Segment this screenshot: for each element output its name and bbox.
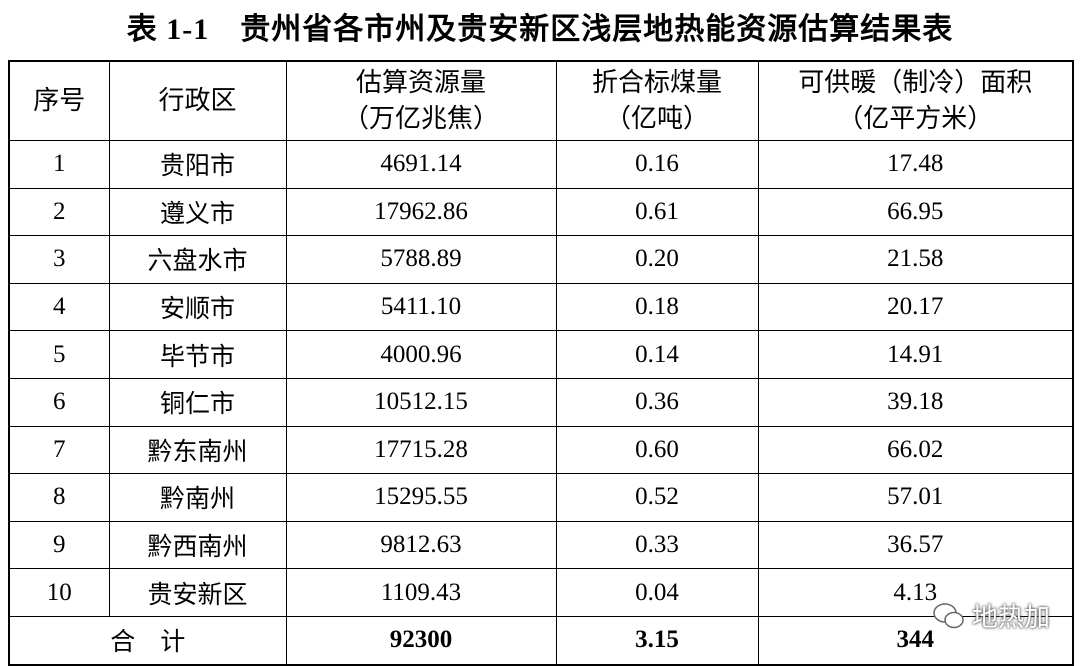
table-row: 9 黔西南州 9812.63 0.33 36.57 [8, 520, 1074, 570]
table-cell: 66.95 [757, 187, 1074, 237]
table-cell: 铜仁市 [108, 377, 287, 427]
table-row: 1 贵阳市 4691.14 0.16 17.48 [8, 140, 1074, 189]
header-line: （万亿兆焦） [342, 104, 499, 133]
total-cell: 合 计 [8, 615, 287, 666]
table-cell: 14.91 [757, 330, 1074, 379]
header-row: 序号 行政区 估算资源量 （万亿兆焦） 折合标煤量 （亿吨） 可供暖（制冷）面积 （亿平方米） [8, 60, 1074, 141]
total-cell: 3.15 [555, 615, 759, 666]
table-cell: 17962.86 [285, 187, 557, 237]
header-line: 折合标煤量 [591, 68, 722, 97]
header-line: （亿吨） [604, 104, 709, 133]
table-cell: 0.36 [555, 377, 759, 427]
wechat-icon [933, 602, 964, 628]
table-cell: 0.33 [555, 520, 759, 570]
table-cell: 5411.10 [285, 282, 557, 332]
table-cell: 20.17 [757, 282, 1074, 332]
table-body: 1 贵阳市 4691.14 0.16 17.48 2 遵义市 17962.86 0.61 66.9… [8, 140, 1074, 666]
table-cell: 黔东南州 [108, 425, 287, 475]
table-cell: 39.18 [757, 377, 1074, 427]
header-cell: 可供暖（制冷）面积 （亿平方米） [757, 60, 1074, 141]
table-cell: 0.61 [555, 187, 759, 237]
table-cell: 遵义市 [108, 187, 287, 237]
table-cell: 贵阳市 [108, 140, 287, 189]
table-cell: 66.02 [757, 425, 1074, 475]
table-cell: 15295.55 [285, 473, 557, 522]
watermark-text: 地热加 [971, 603, 1050, 633]
header-line: 估算资源量 [355, 68, 486, 97]
table-cell: 9 [8, 520, 110, 570]
table-cell: 5788.89 [285, 235, 557, 284]
table-cell: 1109.43 [285, 568, 557, 617]
table-cell: 0.20 [555, 235, 759, 284]
total-row: 合 计 92300 3.15 344 [8, 615, 1074, 666]
table-cell: 六盘水市 [108, 235, 287, 284]
header-line: （亿平方米） [837, 104, 994, 133]
table-row: 7 黔东南州 17715.28 0.60 66.02 [8, 425, 1074, 475]
table-cell: 2 [8, 187, 110, 237]
table-cell: 21.58 [757, 235, 1074, 284]
table-row: 5 毕节市 4000.96 0.14 14.91 [8, 330, 1074, 379]
header-cell: 行政区 [108, 60, 287, 141]
table-cell: 36.57 [757, 520, 1074, 570]
table-cell: 0.60 [555, 425, 759, 475]
header-line: 序号 [33, 86, 86, 115]
table-cell: 1 [8, 140, 110, 189]
table-cell: 9812.63 [285, 520, 557, 570]
table-cell: 8 [8, 473, 110, 522]
table-cell: 毕节市 [108, 330, 287, 379]
data-table: 序号 行政区 估算资源量 （万亿兆焦） 折合标煤量 （亿吨） 可供暖（制冷）面积 （亿平方米）… [8, 60, 1074, 666]
table-cell: 10512.15 [285, 377, 557, 427]
table-cell: 17.48 [757, 140, 1074, 189]
table-cell: 6 [8, 377, 110, 427]
header-cell: 估算资源量 （万亿兆焦） [285, 60, 557, 141]
table-cell: 4.13 [757, 568, 1074, 617]
table-cell: 黔西南州 [108, 520, 287, 570]
table-cell: 0.16 [555, 140, 759, 189]
table-cell: 3 [8, 235, 110, 284]
header-cell: 序号 [8, 60, 110, 141]
table-cell: 黔南州 [108, 473, 287, 522]
table-cell: 4 [8, 282, 110, 332]
header-cell: 折合标煤量 （亿吨） [555, 60, 759, 141]
watermark: 地热加 [932, 597, 1050, 634]
header-line: 行政区 [158, 86, 237, 115]
table-row: 6 铜仁市 10512.15 0.36 39.18 [8, 377, 1074, 427]
total-cell: 92300 [285, 615, 557, 666]
table-cell: 4000.96 [285, 330, 557, 379]
table-cell: 安顺市 [108, 282, 287, 332]
header-line: 可供暖（制冷）面积 [798, 68, 1033, 97]
table-cell: 17715.28 [285, 425, 557, 475]
table-row: 8 黔南州 15295.55 0.52 57.01 [8, 473, 1074, 522]
table-cell: 0.04 [555, 568, 759, 617]
table-cell: 0.52 [555, 473, 759, 522]
table-cell: 57.01 [757, 473, 1074, 522]
table-cell: 4691.14 [285, 140, 557, 189]
table-row: 3 六盘水市 5788.89 0.20 21.58 [8, 235, 1074, 284]
table-row: 10 贵安新区 1109.43 0.04 4.13 [8, 568, 1074, 617]
table-row: 2 遵义市 17962.86 0.61 66.95 [8, 187, 1074, 237]
table-cell: 10 [8, 568, 110, 617]
table-cell: 0.18 [555, 282, 759, 332]
table-cell: 5 [8, 330, 110, 379]
table-title: 表 1-1 贵州省各市州及贵安新区浅层地热能资源估算结果表 [126, 13, 954, 46]
total-cell: 344 [757, 615, 1074, 666]
table-cell: 贵安新区 [108, 568, 287, 617]
table-cell: 7 [8, 425, 110, 475]
table-row: 4 安顺市 5411.10 0.18 20.17 [8, 282, 1074, 332]
table-cell: 0.14 [555, 330, 759, 379]
